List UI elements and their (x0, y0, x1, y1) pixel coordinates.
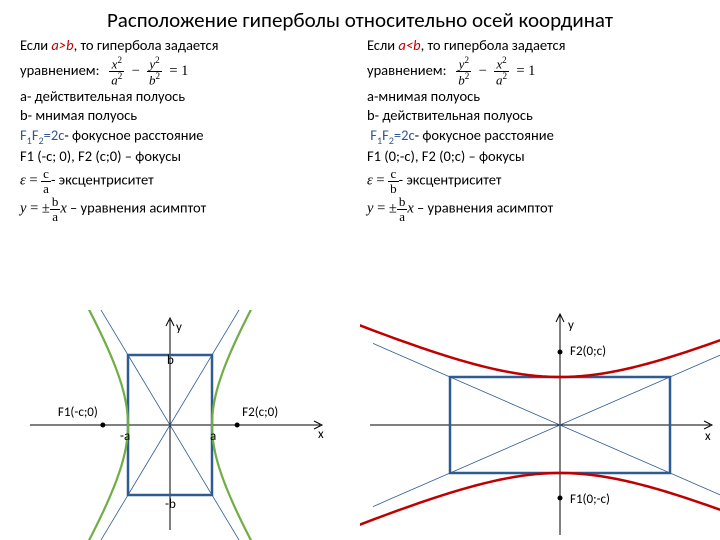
left-foci: F1 (-c; 0), F2 (c;0) – фокусы (20, 147, 353, 167)
equation: x2a2 − y2b2 = 1 (109, 63, 188, 79)
left-b: b- мнимая полуось (20, 106, 353, 126)
text: – уравнения асимптот (67, 199, 206, 217)
columns: Если a>b, то гипербола задается уравнени… (20, 36, 700, 223)
text: , то гипербола задается (421, 36, 566, 54)
left-asym: y = ±bax – уравнения асимптот (20, 195, 353, 223)
left-column: Если a>b, то гипербола задается уравнени… (20, 36, 353, 223)
text: Если (367, 36, 398, 54)
hyperbola-right-svg (360, 310, 720, 540)
slide-title: Расположение гиперболы относительно осей… (20, 8, 700, 32)
left-ecc: ε = ca- эксцентриситет (20, 167, 353, 195)
text: Если (20, 36, 51, 54)
left-cond: Если a>b, то гипербола задается (20, 36, 353, 56)
text: - фокусное расстояние (415, 126, 554, 144)
left-focal: F1F2=2c- фокусное расстояние (20, 126, 353, 148)
text: уравнением: (20, 61, 99, 79)
cond-red: a<b (398, 36, 420, 54)
text: - эксцентриситет (399, 170, 502, 188)
right-b: b- действительная полуось (367, 106, 700, 126)
focal-blue: F1F2=2c (370, 126, 414, 144)
right-column: Если a<b, то гипербола задается уравнени… (367, 36, 700, 223)
right-diagram: yxF2(0;c)F1(0;-c) (360, 310, 720, 540)
focal-blue: F1F2=2c (20, 126, 64, 144)
cond-red: a>b (51, 36, 73, 54)
right-foci: F1 (0;-c), F2 (0;c) – фокусы (367, 147, 700, 167)
diagrams-row: yxb-b-aaF1(-c;0)F2(c;0) yxF2(0;c)F1(0;-c… (0, 310, 720, 540)
text: уравнением: (367, 61, 446, 79)
left-eq: уравнением: x2a2 − y2b2 = 1 (20, 56, 353, 87)
text: - фокусное расстояние (64, 126, 203, 144)
right-ecc: ε = cb- эксцентриситет (367, 167, 700, 195)
right-a: a-мнимая полуось (367, 87, 700, 107)
left-diagram: yxb-b-aaF1(-c;0)F2(c;0) (0, 310, 360, 540)
text: – уравнения асимптот (414, 199, 553, 217)
right-eq: уравнением: y2b2 − x2a2 = 1 (367, 56, 700, 87)
right-asym: y = ±bax – уравнения асимптот (367, 195, 700, 223)
equation: y2b2 − x2a2 = 1 (456, 63, 535, 79)
hyperbola-left-svg (0, 310, 360, 540)
text: , то гипербола задается (74, 36, 219, 54)
right-cond: Если a<b, то гипербола задается (367, 36, 700, 56)
right-focal: F1F2=2c- фокусное расстояние (367, 126, 700, 148)
text: - эксцентриситет (51, 170, 154, 188)
left-a: a- действительная полуось (20, 87, 353, 107)
